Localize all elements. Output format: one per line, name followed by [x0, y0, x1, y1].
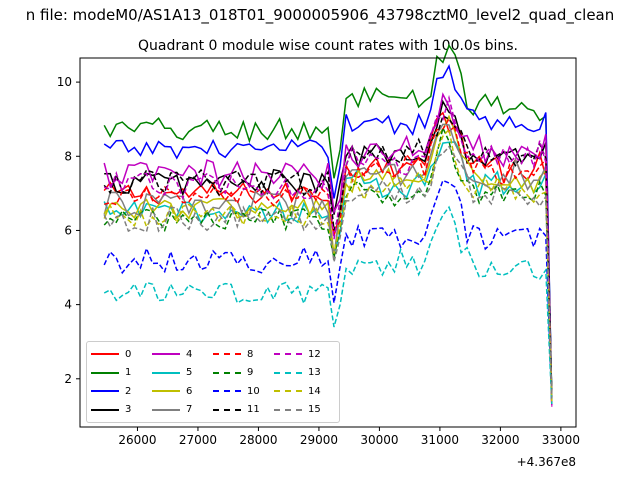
- legend-label: 3: [125, 404, 132, 415]
- legend-swatch: [152, 353, 180, 355]
- y-tick-label: 8: [64, 149, 72, 163]
- legend-swatch: [152, 390, 180, 392]
- legend-label: 15: [308, 404, 321, 415]
- legend-swatch: [91, 390, 119, 392]
- series-line-9: [103, 125, 553, 404]
- legend-item: 15: [274, 401, 335, 419]
- legend-label: 5: [186, 367, 193, 378]
- y-tick-label: 2: [64, 372, 72, 386]
- legend-item: 1: [91, 364, 152, 382]
- series-line-15: [103, 145, 553, 399]
- legend-item: 3: [91, 401, 152, 419]
- chart-legend: 0 1 2 3 4 5 6 7 8 9 10 11 12 13 14 15: [86, 341, 340, 423]
- legend-swatch: [91, 371, 119, 374]
- legend-item: 0: [91, 345, 152, 363]
- legend-label: 13: [308, 367, 321, 378]
- legend-item: 7: [152, 401, 213, 419]
- legend-swatch: [274, 353, 302, 355]
- legend-item: 12: [274, 345, 335, 363]
- legend-label: 8: [247, 348, 254, 360]
- legend-swatch: [152, 371, 180, 374]
- series-line-10: [103, 179, 553, 401]
- y-tick-label: 10: [57, 75, 72, 89]
- series-line-1: [103, 43, 553, 403]
- plot-frame: [79, 57, 577, 428]
- series-line-12: [103, 94, 553, 407]
- series-line-2: [103, 63, 553, 400]
- legend-swatch: [274, 408, 302, 411]
- legend-label: 2: [125, 385, 132, 397]
- legend-item: 5: [152, 364, 213, 382]
- legend-swatch: [213, 353, 241, 355]
- chart-title: Quadrant 0 module wise count rates with …: [138, 38, 518, 54]
- axis-layer: 26000 27000 28000 29000 30000 31000 32000 33000…: [57, 75, 580, 447]
- series-line-6: [103, 114, 553, 401]
- x-tick-label: 26000: [118, 433, 156, 447]
- x-tick-label: 31000: [421, 433, 459, 447]
- legend-label: 0: [125, 348, 132, 360]
- series-line-14: [103, 127, 553, 402]
- legend-swatch: [274, 390, 302, 392]
- legend-swatch: [274, 371, 302, 374]
- legend-label: 4: [186, 348, 193, 360]
- series-layer: [103, 43, 553, 407]
- x-tick-label: 27000: [179, 433, 217, 447]
- legend-swatch: [91, 408, 119, 411]
- series-line-11: [103, 114, 553, 399]
- legend-item: 2: [91, 382, 152, 400]
- legend-label: 1: [125, 367, 132, 378]
- legend-label: 11: [247, 404, 260, 415]
- legend-label: 7: [186, 404, 193, 415]
- legend-item: 10: [213, 382, 274, 400]
- x-tick-label: 29000: [300, 433, 338, 447]
- legend-item: 9: [213, 364, 274, 382]
- legend-label: 10: [247, 385, 260, 397]
- series-line-7: [103, 123, 553, 398]
- series-line-13: [103, 205, 553, 405]
- legend-label: 6: [186, 385, 193, 397]
- x-tick-label: 33000: [542, 433, 580, 447]
- x-offset-label: +4.367e8: [517, 455, 576, 469]
- legend-swatch: [213, 390, 241, 392]
- y-tick-label: 4: [64, 298, 72, 312]
- y-tick-label: 6: [64, 223, 72, 237]
- legend-swatch: [213, 371, 241, 374]
- legend-item: 13: [274, 364, 335, 382]
- legend-item: 14: [274, 382, 335, 400]
- x-tick-label: 30000: [360, 433, 398, 447]
- legend-item: 4: [152, 345, 213, 363]
- x-tick-label: 28000: [239, 433, 277, 447]
- legend-label: 12: [308, 348, 321, 360]
- legend-label: 9: [247, 367, 254, 378]
- legend-item: 8: [213, 345, 274, 363]
- x-tick-label: 32000: [481, 433, 519, 447]
- legend-label: 14: [308, 385, 321, 397]
- legend-swatch: [213, 408, 241, 411]
- figure-title: n file: modeM0/AS1A13_018T01_9000005906_…: [26, 6, 615, 25]
- legend-item: 11: [213, 401, 274, 419]
- legend-swatch: [152, 408, 180, 411]
- legend-swatch: [91, 353, 119, 355]
- legend-item: 6: [152, 382, 213, 400]
